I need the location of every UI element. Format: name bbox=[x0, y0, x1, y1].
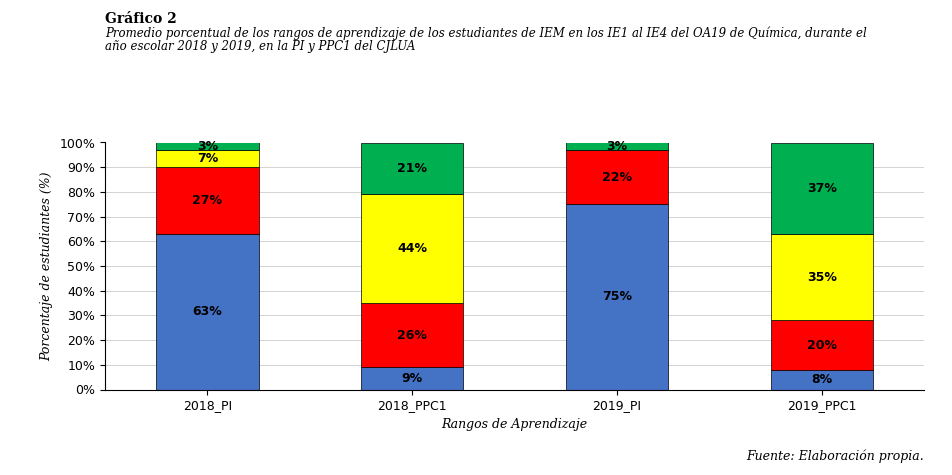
Bar bbox=[361, 303, 463, 367]
Text: Promedio porcentual de los rangos de aprendizaje de los estudiantes de IEM en lo: Promedio porcentual de los rangos de apr… bbox=[105, 26, 865, 39]
Bar bbox=[770, 142, 872, 234]
Bar bbox=[770, 370, 872, 390]
Bar bbox=[361, 142, 463, 194]
Text: 7%: 7% bbox=[196, 152, 218, 165]
Bar bbox=[770, 234, 872, 320]
Text: 75%: 75% bbox=[602, 290, 631, 304]
Text: 44%: 44% bbox=[397, 242, 426, 255]
Text: 26%: 26% bbox=[397, 329, 426, 342]
Text: 35%: 35% bbox=[806, 271, 836, 284]
Text: 20%: 20% bbox=[806, 339, 836, 352]
Bar bbox=[156, 150, 258, 167]
Bar bbox=[156, 142, 258, 150]
Text: Fuente: Elaboración propia.: Fuente: Elaboración propia. bbox=[745, 450, 923, 463]
Bar bbox=[156, 167, 258, 234]
Bar bbox=[770, 320, 872, 370]
Text: 63%: 63% bbox=[192, 305, 222, 318]
Text: 21%: 21% bbox=[397, 162, 426, 175]
Text: 37%: 37% bbox=[806, 182, 836, 195]
Text: 22%: 22% bbox=[602, 171, 631, 183]
Text: año escolar 2018 y 2019, en la PI y PPC1 del CJLUA: año escolar 2018 y 2019, en la PI y PPC1… bbox=[105, 40, 415, 53]
Text: 9%: 9% bbox=[401, 372, 423, 385]
Legend: Insuficiente, Aceptable, Bueno, Muy Bueno: Insuficiente, Aceptable, Bueno, Muy Buen… bbox=[334, 470, 694, 475]
X-axis label: Rangos de Aprendizaje: Rangos de Aprendizaje bbox=[441, 418, 587, 431]
Text: Gráfico 2: Gráfico 2 bbox=[105, 12, 176, 26]
Bar bbox=[565, 150, 667, 204]
Bar bbox=[565, 204, 667, 390]
Y-axis label: Porcentaje de estudiantes (%): Porcentaje de estudiantes (%) bbox=[41, 171, 53, 361]
Text: 27%: 27% bbox=[192, 194, 222, 207]
Text: 8%: 8% bbox=[810, 373, 832, 386]
Bar bbox=[361, 194, 463, 303]
Bar bbox=[361, 367, 463, 390]
Text: 3%: 3% bbox=[196, 140, 218, 152]
Bar bbox=[565, 142, 667, 150]
Text: 3%: 3% bbox=[605, 140, 627, 152]
Bar bbox=[156, 234, 258, 390]
